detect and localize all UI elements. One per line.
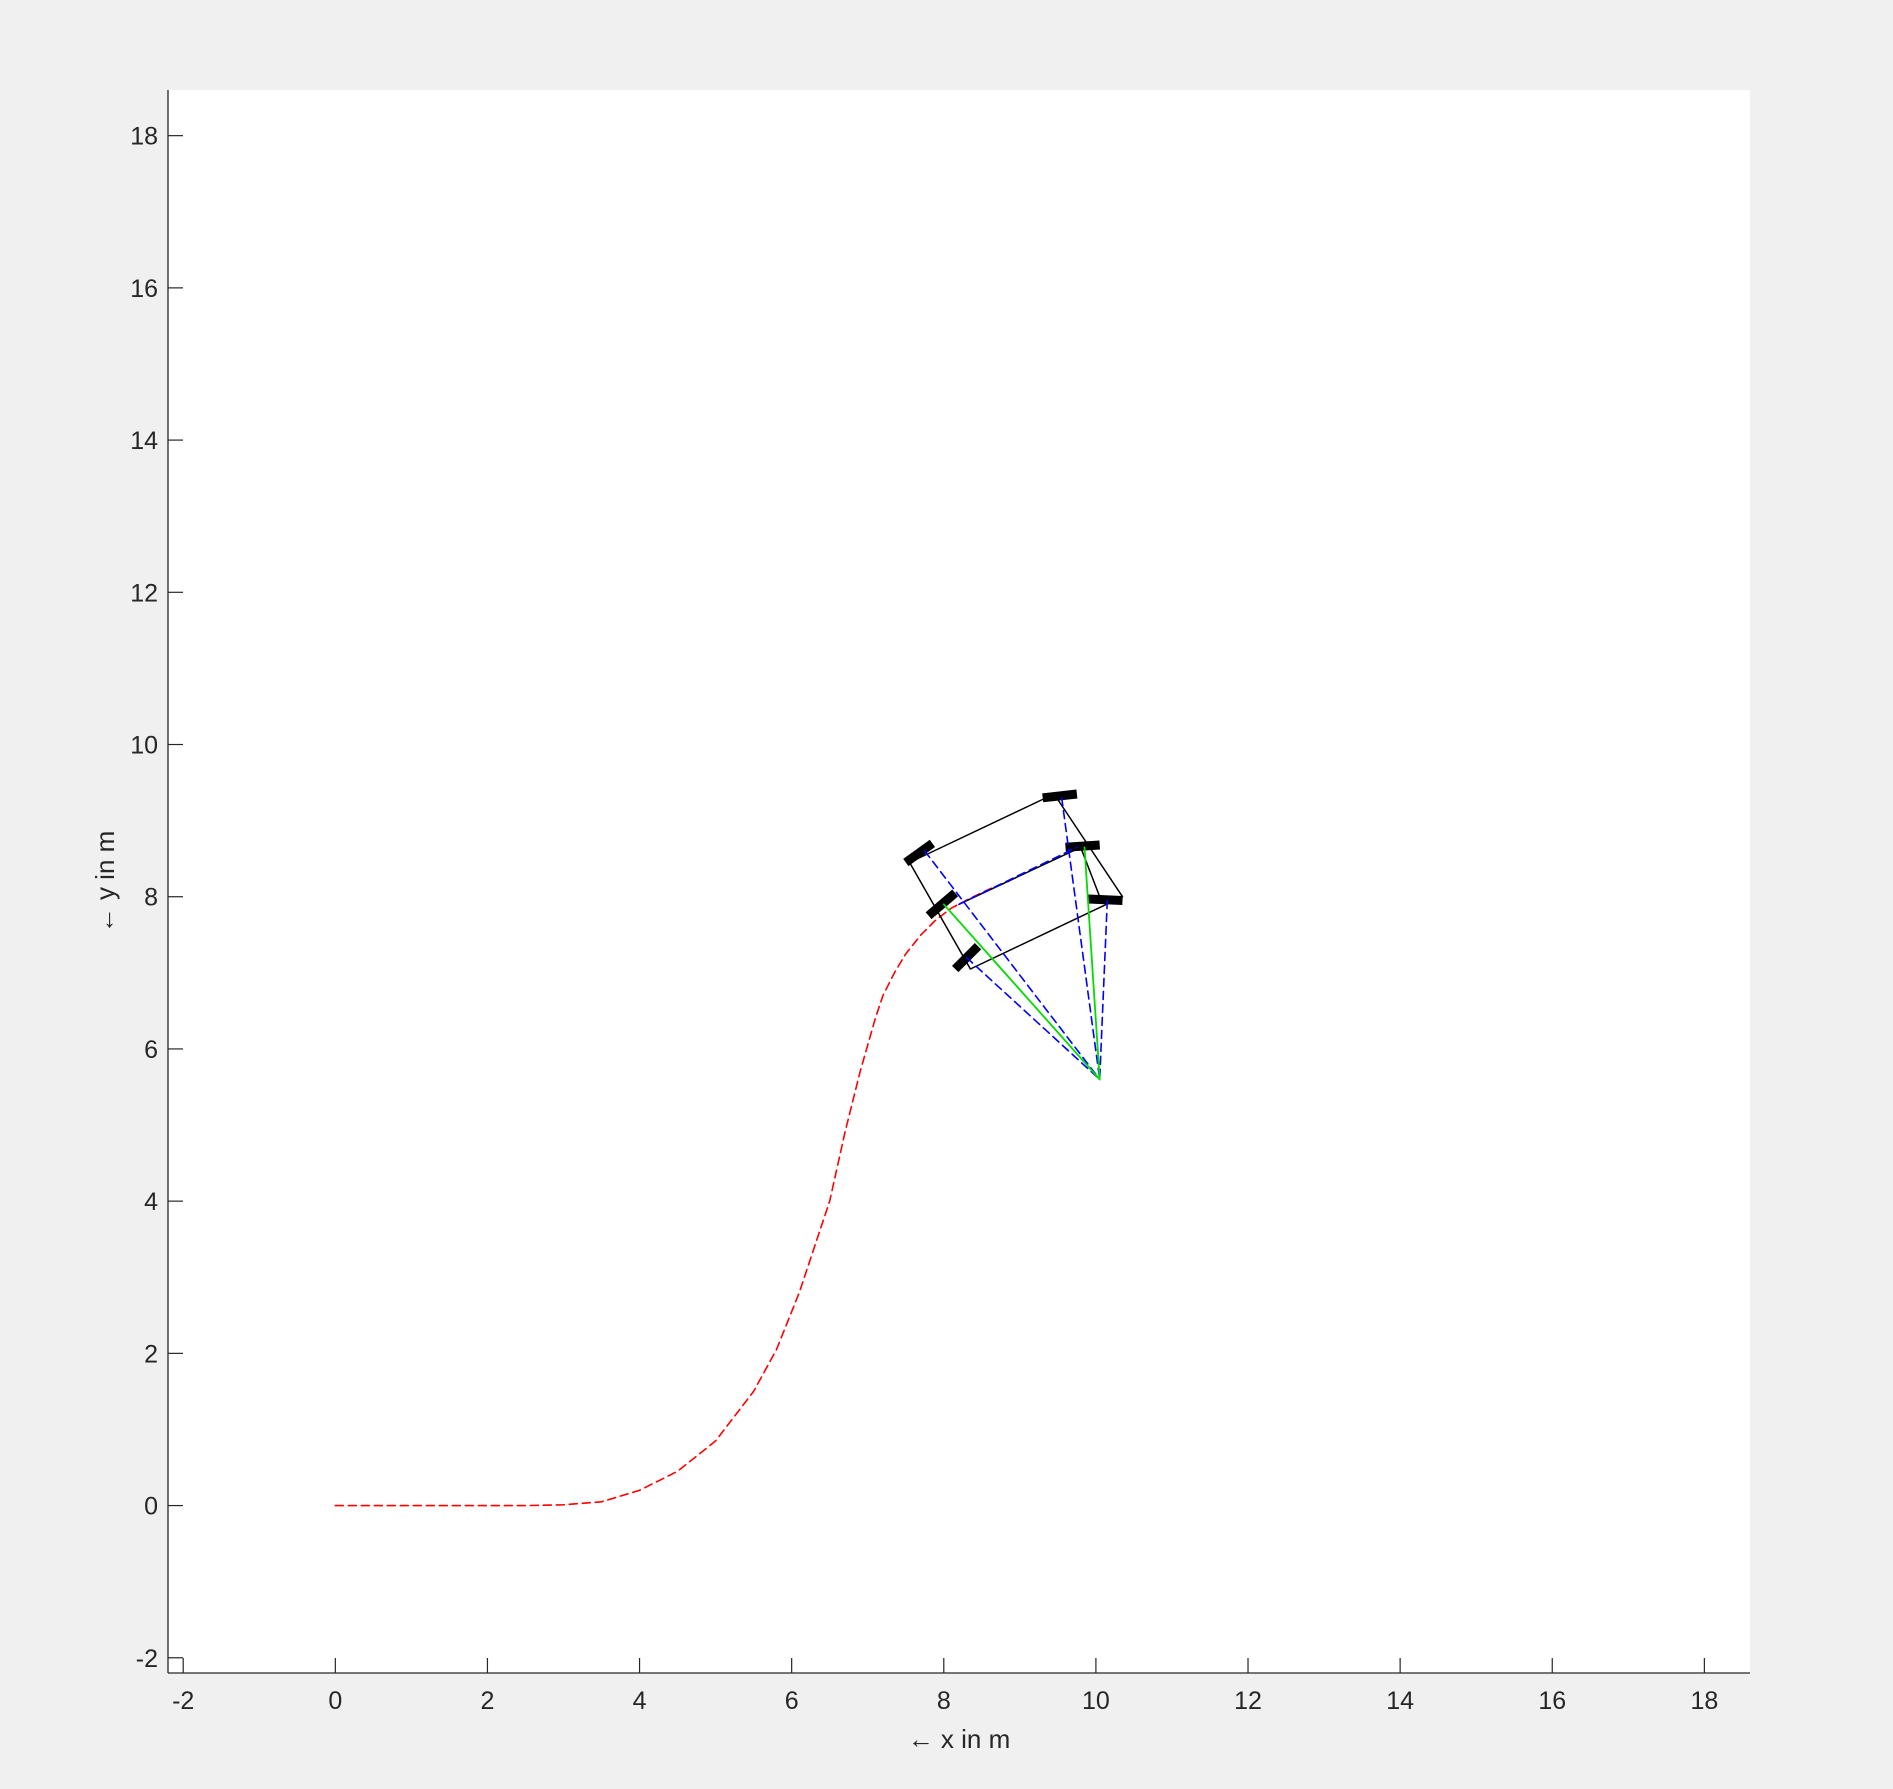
y-tick-label: 4: [144, 1188, 158, 1216]
series-blue-ray-9: [923, 850, 1101, 1081]
x-tick-label: 4: [633, 1687, 647, 1715]
x-tick-label: -2: [172, 1687, 194, 1715]
series-blue-ray-11: [1060, 796, 1101, 1081]
series-green-ray-14: [942, 903, 1101, 1081]
series-blue-ray-13: [958, 846, 1078, 906]
series-wheel-7: [1065, 840, 1101, 852]
y-tick-label: 10: [130, 732, 158, 760]
y-tick-label: 2: [144, 1340, 158, 1368]
data-layer: [334, 789, 1124, 1507]
x-axis-label: ← x in m: [908, 1724, 1011, 1754]
series-wheel-6: [1042, 789, 1078, 803]
series-wheel-4: [925, 889, 959, 920]
y-tick-label: 16: [130, 275, 158, 303]
x-tick-label: 18: [1690, 1687, 1718, 1715]
series-blue-ray-12: [1098, 899, 1109, 1081]
x-tick-label: 10: [1082, 1687, 1110, 1715]
x-tick-label: 8: [937, 1687, 951, 1715]
y-tick-label: 18: [130, 123, 158, 151]
axes-layer: -2 0 2 4 6 8 10 12 14 16 18 -2 0 2 4 6 8 10 12 14 16 18: [130, 90, 1750, 1715]
y-tick-label: 0: [144, 1493, 158, 1521]
y-axis-label: ← y in m: [90, 831, 120, 934]
series-wheel-8: [1088, 894, 1123, 905]
plot-area: [168, 90, 1750, 1673]
y-tick-label: 8: [144, 884, 158, 912]
x-tick-label: 6: [785, 1687, 799, 1715]
series-blue-ray-10: [965, 956, 1101, 1081]
x-tick-label: 14: [1386, 1687, 1414, 1715]
y-tick-label: 6: [144, 1036, 158, 1064]
series-wheel-3: [903, 839, 936, 867]
y-tick-label: -2: [136, 1645, 158, 1673]
y-tick-label: 12: [130, 579, 158, 607]
x-tick-label: 0: [328, 1687, 342, 1715]
y-tick-label: 14: [130, 427, 158, 455]
x-tick-label: 2: [480, 1687, 494, 1715]
series-path-0: [334, 880, 1010, 1507]
x-tick-label: 16: [1538, 1687, 1566, 1715]
series-green-ray-15: [1083, 846, 1101, 1081]
x-tick-label: 12: [1234, 1687, 1262, 1715]
